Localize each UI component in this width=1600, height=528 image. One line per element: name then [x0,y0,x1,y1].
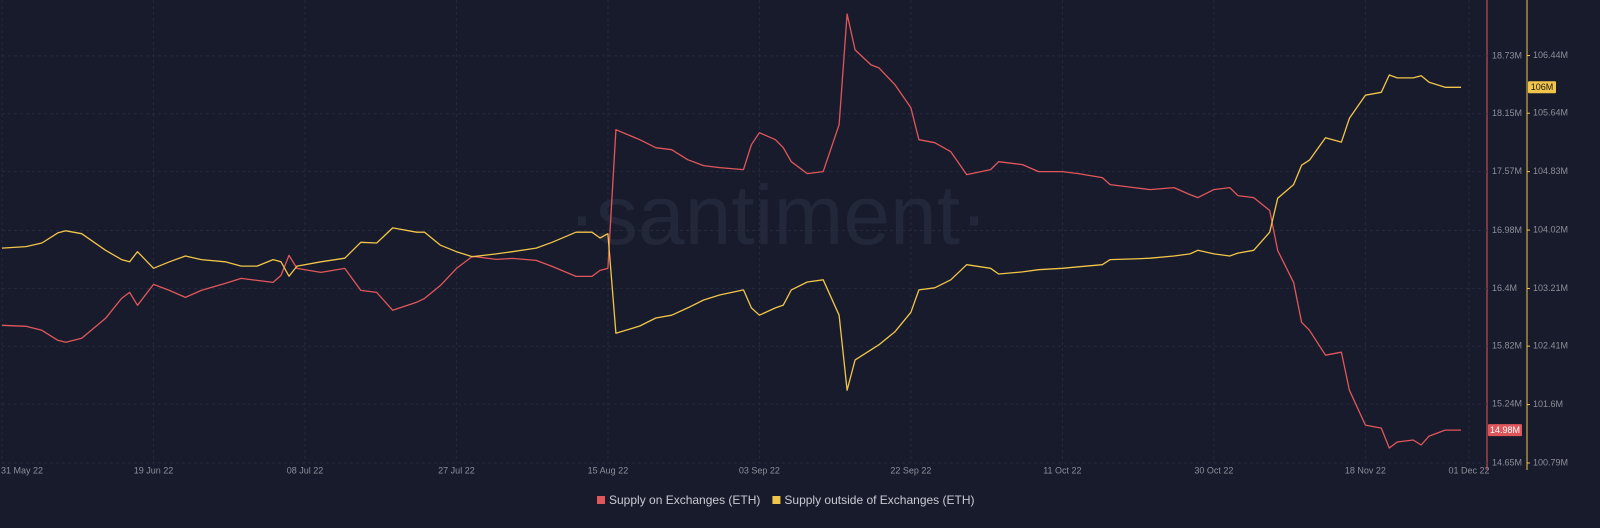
x-tick-label: 01 Dec 22 [1448,465,1489,475]
y-tick-label: 14.65M [1492,457,1522,467]
y-tick-label: 16.98M [1492,225,1522,235]
x-tick-label: 30 Oct 22 [1194,465,1233,475]
x-tick-label: 15 Aug 22 [588,465,629,475]
x-tick-label: 11 Oct 22 [1043,465,1081,475]
y2-tick-label: 106.44M [1533,50,1568,60]
x-tick-label: 08 Jul 22 [287,465,324,475]
x-tick-label: 31 May 22 [1,465,43,475]
y2-tick-label: 100.79M [1533,457,1568,467]
watermark: ·santiment· [568,168,988,262]
current-value-badge [1488,424,1522,437]
legend-swatch [597,496,605,504]
y-tick-label: 17.57M [1492,166,1522,176]
y2-tick-label: 104.83M [1533,166,1568,176]
current-value-label: 14.98M [1490,425,1520,435]
legend-swatch [772,496,781,504]
series-line [1,74,1461,391]
x-tick-label: 18 Nov 22 [1345,465,1386,475]
y-tick-label: 16.4M [1492,283,1517,293]
legend-label: Supply outside of Exchanges (ETH) [784,493,974,507]
y2-tick-label: 105.64M [1533,108,1568,118]
current-value-badge [1528,81,1556,94]
y-tick-label: 15.24M [1492,399,1522,409]
series-line [1,13,1461,449]
y2-tick-label: 101.6M [1533,399,1563,409]
x-tick-label: 27 Jul 22 [438,465,475,475]
x-tick-label: 03 Sep 22 [739,465,780,475]
current-value-label: 106M [1531,82,1554,92]
x-tick-label: 22 Sep 22 [890,465,931,475]
x-tick-label: 19 Jun 22 [134,465,174,475]
y2-tick-label: 104.02M [1533,224,1568,234]
y-tick-label: 18.15M [1492,108,1522,118]
y2-tick-label: 102.41M [1533,341,1568,351]
legend-label: Supply on Exchanges (ETH) [609,493,760,507]
y-tick-label: 18.73M [1492,50,1522,60]
y-tick-label: 15.82M [1492,341,1522,351]
y2-tick-label: 103.21M [1533,283,1568,293]
